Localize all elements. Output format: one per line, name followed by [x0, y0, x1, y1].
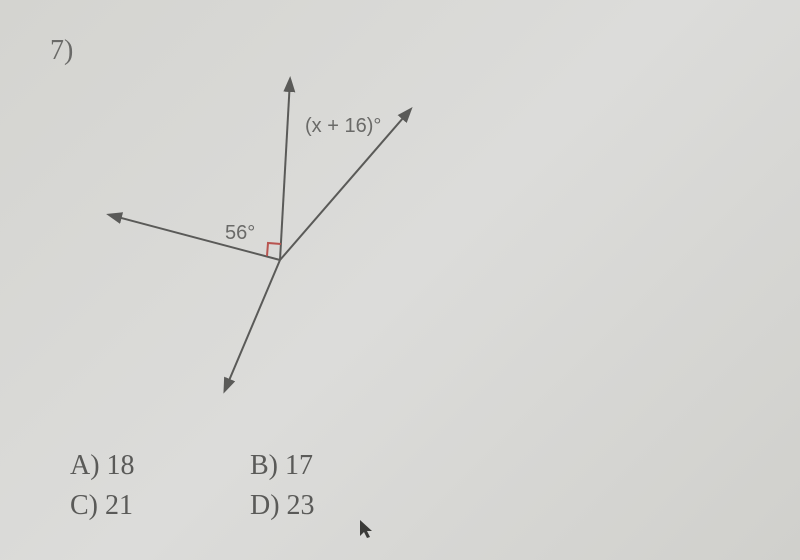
choice-d-value: 23 — [287, 490, 315, 521]
ray-up — [280, 80, 290, 260]
angle-label-56: 56° — [225, 222, 255, 245]
angle-diagram-svg — [80, 60, 480, 400]
angle-label-expression: (x + 16)° — [305, 115, 381, 138]
right-angle-marker — [267, 243, 281, 256]
choice-d: D) 23 — [250, 490, 370, 522]
choice-c-label: C) — [70, 490, 98, 521]
choice-b-value: 17 — [285, 450, 313, 481]
ray-lower-left — [225, 260, 280, 390]
choice-a-label: A) — [70, 450, 100, 481]
answer-choices: A) 18 B) 17 C) 21 D) 23 — [70, 450, 370, 530]
choice-row-1: A) 18 B) 17 — [70, 450, 370, 482]
choice-d-label: D) — [250, 490, 280, 521]
choice-b-label: B) — [250, 450, 278, 481]
geometry-diagram: (x + 16)° 56° — [80, 60, 480, 400]
choice-b: B) 17 — [250, 450, 370, 482]
question-number: 7) — [50, 35, 73, 67]
choice-c-value: 21 — [105, 490, 133, 521]
choice-a: A) 18 — [70, 450, 190, 482]
choice-row-2: C) 21 D) 23 — [70, 490, 370, 522]
choice-c: C) 21 — [70, 490, 190, 522]
cursor-icon — [360, 520, 376, 546]
choice-a-value: 18 — [107, 450, 135, 481]
